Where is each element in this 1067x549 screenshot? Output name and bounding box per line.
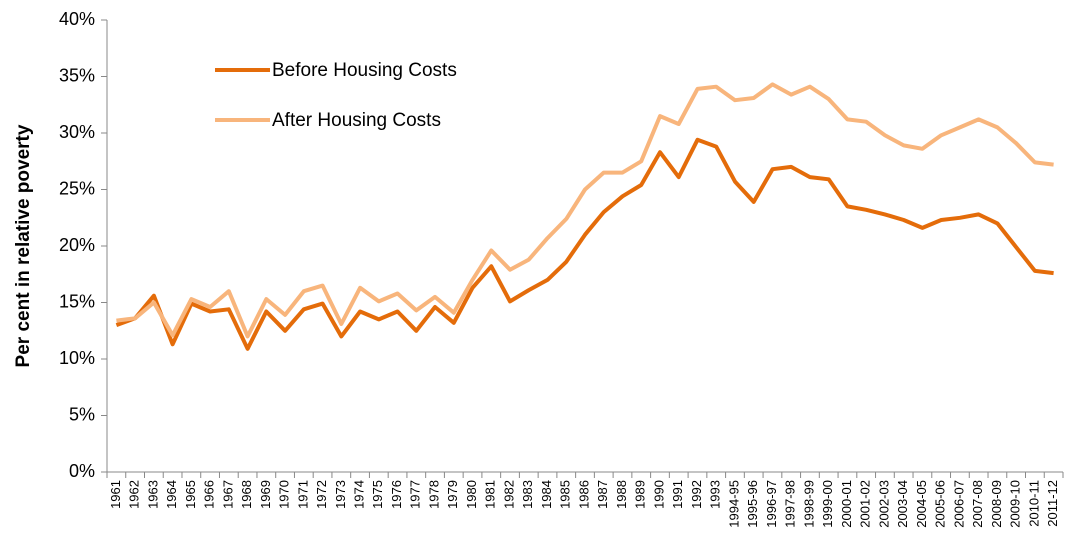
x-tick-label: 2009-10: [1008, 480, 1023, 528]
x-tick-label: 2008-09: [989, 480, 1004, 528]
x-tick-label: 1992: [689, 480, 704, 509]
series-line: [115, 137, 1054, 351]
x-tick-label: 1962: [127, 480, 142, 509]
x-tick-label: 1979: [445, 480, 460, 509]
legend-label: After Housing Costs: [272, 110, 441, 131]
y-tick-label: 35%: [59, 65, 95, 85]
y-tick-label: 15%: [59, 291, 95, 311]
x-tick-label: 2007-08: [970, 480, 985, 528]
x-tick-label: 2010-11: [1026, 480, 1041, 527]
y-tick-label: 10%: [59, 348, 95, 368]
x-tick-label: 1974: [351, 480, 366, 509]
x-tick-label: 1990: [651, 480, 666, 509]
x-tick-label: 2004-05: [914, 480, 929, 528]
x-tick-label: 1991: [670, 480, 685, 509]
y-tick-label: 20%: [59, 235, 95, 255]
x-tick-label: 1984: [539, 480, 554, 509]
x-tick-label: 1971: [295, 480, 310, 509]
x-tick-label: 1996-97: [764, 480, 779, 528]
x-tick-label: 1983: [520, 480, 535, 509]
x-tick-label: 1968: [239, 480, 254, 509]
x-tick-label: 1997-98: [783, 480, 798, 528]
x-tick-label: 2001-02: [858, 480, 873, 528]
x-tick-label: 1998-99: [801, 480, 816, 528]
x-tick-label: 1970: [277, 480, 292, 509]
x-tick-label: 1986: [576, 480, 591, 509]
x-tick-label: 2003-04: [895, 480, 910, 528]
x-tick-label: 1965: [183, 480, 198, 509]
x-tick-label: 1976: [389, 480, 404, 509]
x-tick-label: 1977: [408, 480, 423, 509]
x-tick-label: 1993: [708, 480, 723, 509]
y-tick-label: 30%: [59, 122, 95, 142]
y-axis-label: Per cent in relative poverty: [13, 124, 34, 367]
x-tick-label: 1969: [258, 480, 273, 509]
series-line: [116, 82, 1054, 339]
x-tick-label: 1961: [108, 480, 123, 509]
y-tick-label: 0%: [69, 461, 95, 481]
x-tick-label: 1995-96: [745, 480, 760, 528]
x-tick-label: 1985: [558, 480, 573, 509]
x-tick-label: 2006-07: [951, 480, 966, 528]
x-tick-label: 2002-03: [876, 480, 891, 528]
x-tick-label: 2005-06: [933, 480, 948, 528]
x-tick-label: 1988: [614, 480, 629, 509]
y-tick-label: 25%: [59, 178, 95, 198]
x-tick-label: 1966: [202, 480, 217, 509]
x-tick-label: 2011-12: [1045, 480, 1060, 527]
x-tick-label: 1981: [483, 480, 498, 509]
y-tick-label: 5%: [69, 404, 95, 424]
x-tick-label: 1975: [370, 480, 385, 509]
x-tick-label: 1980: [464, 480, 479, 509]
x-tick-label: 1967: [220, 480, 235, 509]
x-tick-label: 2000-01: [839, 480, 854, 528]
legend-label: Before Housing Costs: [272, 60, 457, 81]
x-tick-label: 1972: [314, 480, 329, 509]
x-tick-label: 1978: [426, 480, 441, 509]
x-tick-label: 1999-00: [820, 480, 835, 528]
y-tick-label: 40%: [59, 9, 95, 29]
x-tick-label: 1964: [164, 480, 179, 509]
x-tick-label: 1963: [145, 480, 160, 509]
x-tick-label: 1973: [333, 480, 348, 509]
x-tick-label: 1982: [501, 480, 516, 509]
x-tick-label: 1989: [633, 480, 648, 509]
x-tick-label: 1994-95: [726, 480, 741, 528]
x-tick-label: 1987: [595, 480, 610, 509]
